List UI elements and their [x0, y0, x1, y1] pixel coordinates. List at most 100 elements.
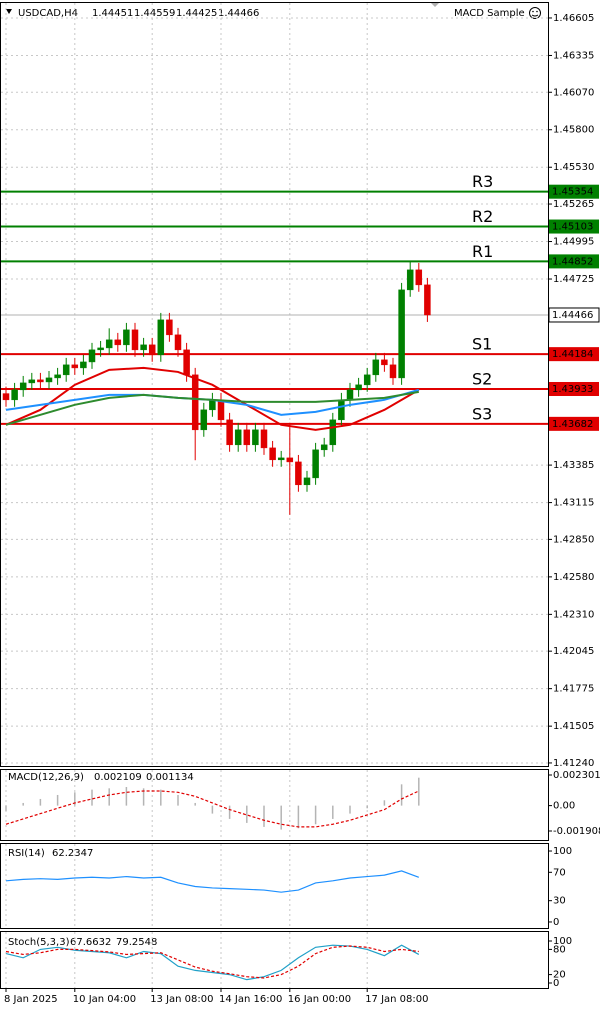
x-tick-label: 13 Jan 08:00: [150, 994, 213, 1005]
level-price-label: 1.45103: [552, 222, 593, 233]
candle-body: [329, 419, 337, 446]
candle-body: [28, 379, 36, 384]
menu-arrow[interactable]: [6, 9, 12, 14]
x-tick-label: 10 Jan 04:00: [73, 994, 136, 1005]
y-tick-label: 20: [553, 970, 566, 981]
macd-value: 0.002109: [94, 772, 142, 783]
indicator-line: [5, 870, 420, 893]
candle-body: [166, 319, 173, 336]
candle-body: [37, 379, 44, 383]
candle-body: [295, 461, 302, 486]
candle-body: [355, 384, 362, 391]
rsi-value: 62.2347: [52, 848, 93, 859]
y-tick-label: 100: [553, 936, 572, 947]
candle-body: [191, 374, 199, 431]
candle-body: [406, 269, 414, 291]
candle-body: [338, 399, 345, 421]
candle-body: [183, 349, 190, 376]
candle-body: [148, 344, 156, 356]
panel-frame: [0, 2, 549, 767]
candle-body: [260, 429, 268, 449]
candle-body: [131, 329, 139, 351]
level-price-label: 1.44852: [552, 256, 593, 267]
candle-body: [269, 447, 276, 461]
header-low: 1.44425: [176, 8, 217, 19]
candle-body: [346, 389, 354, 401]
x-tick-label: 17 Jan 08:00: [365, 994, 428, 1005]
level-name: S2: [472, 369, 492, 388]
y-tick-label: 1.43385: [553, 460, 594, 471]
candle-body: [243, 429, 251, 446]
candle-body: [209, 399, 216, 411]
header-open: 1.44451: [92, 8, 133, 19]
level-price-label: 1.43933: [552, 384, 593, 395]
candle-body: [54, 374, 61, 379]
y-tick-label: 1.41240: [553, 758, 594, 769]
candle-body: [157, 319, 165, 356]
candle-body: [415, 269, 423, 286]
level-price-box: [549, 184, 599, 199]
level-name: R3: [472, 172, 493, 191]
candle-body: [389, 364, 397, 379]
candle-body: [97, 347, 104, 351]
candle-body: [123, 329, 130, 346]
y-tick-label: 1.46070: [553, 87, 594, 98]
x-tick-label: 8 Jan 2025: [4, 994, 58, 1005]
header-high: 1.44559: [134, 8, 175, 19]
panel-frame: [0, 843, 549, 929]
level-name: R2: [472, 207, 493, 226]
candle-body: [303, 477, 311, 486]
candle-body: [424, 284, 431, 316]
symbol-title: USDCAD,H4: [18, 8, 78, 19]
stoch-main-value: 67.6632: [70, 937, 111, 948]
candle-body: [19, 382, 27, 391]
level-price-label: 1.44184: [552, 349, 593, 360]
candle-body: [140, 344, 147, 351]
y-tick-label: 1.46605: [553, 13, 594, 24]
candle-body: [372, 359, 380, 376]
last-price-label: 1.44466: [552, 310, 593, 321]
x-tick-label: 16 Jan 00:00: [288, 994, 351, 1005]
level-name: R1: [472, 242, 493, 261]
level-price-box: [549, 347, 599, 362]
candle-body: [226, 419, 233, 446]
y-tick-label: 70: [553, 867, 566, 878]
level-name: S3: [472, 404, 492, 423]
stoch-title: Stoch(5,3,3): [8, 937, 70, 948]
expert-name: MACD Sample: [454, 8, 525, 19]
y-tick-label: 1.41505: [553, 721, 594, 732]
y-tick-label: 0.002301: [553, 770, 600, 781]
level-price-label: 1.45354: [552, 187, 593, 198]
macd-title: MACD(12,26,9): [8, 772, 84, 783]
header-close: 1.44466: [218, 8, 259, 19]
y-tick-label: 1.46335: [553, 50, 594, 61]
candle-body: [11, 389, 18, 401]
candle-body: [105, 339, 113, 349]
candle-body: [286, 457, 294, 463]
candle-body: [45, 377, 53, 383]
candle-body: [217, 399, 225, 421]
candle-body: [252, 429, 259, 446]
candle-body: [80, 361, 87, 369]
panel-frame: [0, 769, 549, 841]
candle-body: [398, 289, 405, 379]
candle-body: [312, 449, 319, 479]
y-tick-label: -0.001908: [553, 826, 600, 837]
y-tick-label: 1.42310: [553, 609, 594, 620]
candle-body: [234, 429, 242, 446]
y-tick-label: 1.45800: [553, 125, 594, 136]
candle-body: [174, 334, 182, 351]
rsi-title: RSI(14): [8, 848, 45, 859]
y-tick-label: 100: [553, 846, 572, 857]
moving-average: [5, 390, 419, 426]
y-tick-label: 1.42045: [553, 646, 594, 657]
x-tick-label: 14 Jan 16:00: [219, 994, 282, 1005]
level-price-label: 1.43682: [552, 419, 593, 430]
y-tick-label: 1.43115: [553, 498, 594, 509]
y-tick-label: 1.45265: [553, 199, 594, 210]
y-tick-label: 0.00: [553, 801, 575, 812]
candle-body: [71, 364, 79, 369]
y-tick-label: 0: [553, 978, 559, 989]
macd-signal-value: 0.001134: [146, 772, 194, 783]
